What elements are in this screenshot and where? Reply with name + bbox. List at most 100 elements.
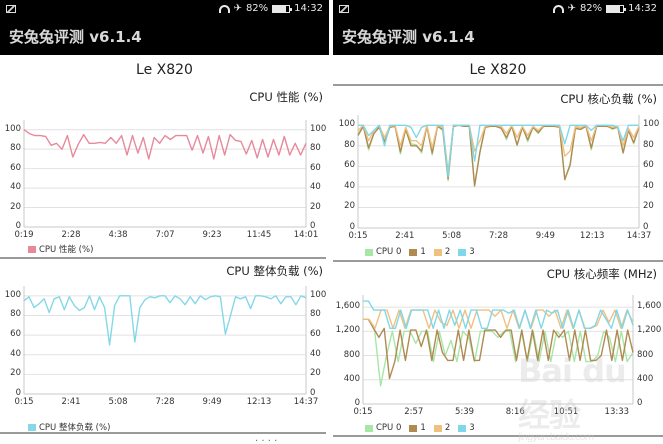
legend-swatch: [365, 248, 373, 256]
legend-swatch: [458, 248, 467, 256]
device-name: Le X820: [469, 62, 527, 78]
y-axis-tick-left: 60: [10, 329, 21, 340]
section-divider: [0, 257, 326, 259]
y-axis-tick-left: 0: [349, 222, 355, 232]
y-axis-tick-left: 0: [354, 398, 360, 408]
legend-label: CPU 0: [376, 247, 402, 257]
legend-label: 3: [469, 423, 475, 433]
legend-item[interactable]: CPU 0: [365, 423, 401, 433]
legend-swatch: [433, 248, 442, 256]
cpu-core-load-chart: 0 0 20 20 40 40 60 60 80 80 100 100 0:15 2:41 5:08 7:28…: [333, 110, 663, 260]
y-axis-tick-right: 80: [310, 309, 321, 320]
y-axis-tick-right: 800: [637, 349, 654, 360]
y-axis-tick-right: 40: [310, 182, 321, 193]
x-axis-tick: 12:13: [246, 397, 272, 407]
legend-label: 2: [444, 247, 451, 257]
status-bar: ✈ 82% 14:32: [333, 0, 663, 19]
screen-gap: [329, 0, 333, 444]
legend-swatch: [409, 248, 418, 256]
chart-title-cpu-core-freq: CPU 核心频率 (MHz): [546, 267, 657, 281]
x-axis-tick: 2:41: [395, 231, 415, 241]
device-name: Le X820: [136, 62, 193, 78]
legend-item[interactable]: CPU 0: [365, 247, 401, 257]
x-axis-tick: 2:57: [404, 407, 424, 417]
y-axis-tick-left: 1,600: [335, 301, 360, 312]
legend-item[interactable]: CPU 性能 (%): [28, 243, 93, 255]
y-axis-tick-left: 80: [10, 309, 21, 320]
battery-percent: 82%: [245, 3, 269, 14]
cpu-total-load-chart: 0 0 20 20 40 40 60 60 80 80 100 100 0:15 2:41 5:08 7:28…: [0, 284, 329, 434]
y-axis-tick-left: 20: [10, 201, 21, 212]
x-axis-tick: 11:45: [246, 230, 272, 240]
x-axis-tick: 8:16: [505, 407, 525, 417]
y-axis-tick-left: 0: [15, 388, 21, 398]
x-axis-tick: 2:41: [61, 397, 81, 407]
y-axis-tick-right: 60: [310, 329, 321, 340]
legend-label: 1: [420, 247, 426, 257]
chart-title-cpu-total-load: CPU 整体负载 (%): [226, 264, 323, 278]
legend-item[interactable]: 1: [409, 247, 426, 257]
legend-label: CPU 性能 (%): [39, 245, 94, 255]
status-bar: ✈ 82% 14:32: [0, 0, 329, 19]
y-axis-tick-right: 80: [310, 143, 321, 154]
x-axis-tick: 4:38: [108, 230, 128, 240]
series-line: [363, 318, 634, 380]
y-axis-tick-right: 40: [643, 180, 654, 191]
y-axis-tick-right: 0: [643, 222, 649, 232]
y-axis-tick-right: 1,600: [637, 301, 662, 312]
legend-item[interactable]: CPU 整体负载 (%): [28, 421, 110, 433]
x-axis-tick: 0:15: [353, 407, 373, 417]
legend-item[interactable]: 3: [458, 423, 475, 433]
y-axis-tick-right: 0: [310, 221, 316, 231]
legend-label: 1: [420, 423, 426, 433]
legend-item[interactable]: 2: [433, 247, 451, 257]
series-line: [363, 300, 634, 329]
y-axis-tick-right: 20: [310, 201, 321, 212]
chart-title-cpu-perf: CPU 性能 (%): [249, 90, 323, 104]
y-axis-tick-left: 40: [10, 182, 21, 193]
x-axis-tick: 9:49: [202, 397, 222, 407]
x-axis-tick: 7:07: [155, 230, 175, 240]
legend-item[interactable]: 2: [433, 423, 450, 433]
y-axis-tick-left: 100: [4, 123, 21, 134]
y-axis-tick-left: 800: [343, 349, 360, 360]
legend-item[interactable]: 1: [409, 423, 426, 433]
battery-icon: [606, 4, 627, 13]
chart-legend: CPU 0 1 2 3: [365, 247, 479, 257]
legend-label: CPU 整体负载 (%): [39, 423, 111, 433]
clock: 14:32: [294, 3, 323, 14]
x-axis-tick: 9:49: [535, 231, 555, 241]
y-axis-tick-right: 1,200: [637, 325, 662, 336]
wifi-icon: [552, 4, 564, 13]
cpu-perf-chart: 0 0 20 20 40 40 60 60 80 80 100 100 0:19 2:28 4:38 7:07…: [0, 110, 329, 260]
app-title: 安兔兔评测 v6.1.4: [333, 19, 663, 55]
x-axis-tick: 0:19: [14, 230, 34, 240]
y-axis-tick-left: 20: [10, 368, 21, 379]
y-axis-tick-right: 100: [310, 123, 327, 134]
y-axis-tick-left: 100: [4, 289, 21, 300]
x-axis-tick: 2:28: [61, 230, 81, 240]
x-axis-tick: 9:23: [202, 230, 222, 240]
series-line: [23, 129, 307, 160]
y-axis-tick-right: 400: [637, 373, 654, 384]
x-axis-tick: 14:37: [293, 397, 319, 407]
chart-title-cpu-core-load: CPU 核心负载 (%): [560, 92, 657, 106]
y-axis-tick-left: 80: [10, 143, 21, 154]
y-axis-tick-right: 100: [310, 289, 327, 300]
chart-plot-area: [357, 115, 640, 229]
chart-legend: CPU 性能 (%): [28, 243, 97, 255]
y-axis-tick-left: 100: [338, 119, 355, 130]
y-axis-tick-right: 60: [643, 160, 654, 171]
legend-item[interactable]: 3: [458, 247, 475, 257]
y-axis-tick-left: 60: [344, 160, 355, 171]
chart-plot-area: [23, 286, 307, 395]
x-axis-tick: 12:13: [579, 231, 605, 241]
app-title: 安兔兔评测 v6.1.4: [0, 19, 329, 55]
y-axis-tick-right: 0: [637, 398, 643, 408]
chart-legend: CPU 0 1 2 3: [365, 423, 479, 433]
section-divider: [333, 84, 663, 86]
y-axis-tick-right: 20: [310, 368, 321, 379]
image-notification-icon: [339, 5, 349, 13]
y-axis-tick-right: 0: [310, 388, 316, 398]
legend-swatch: [458, 424, 467, 432]
